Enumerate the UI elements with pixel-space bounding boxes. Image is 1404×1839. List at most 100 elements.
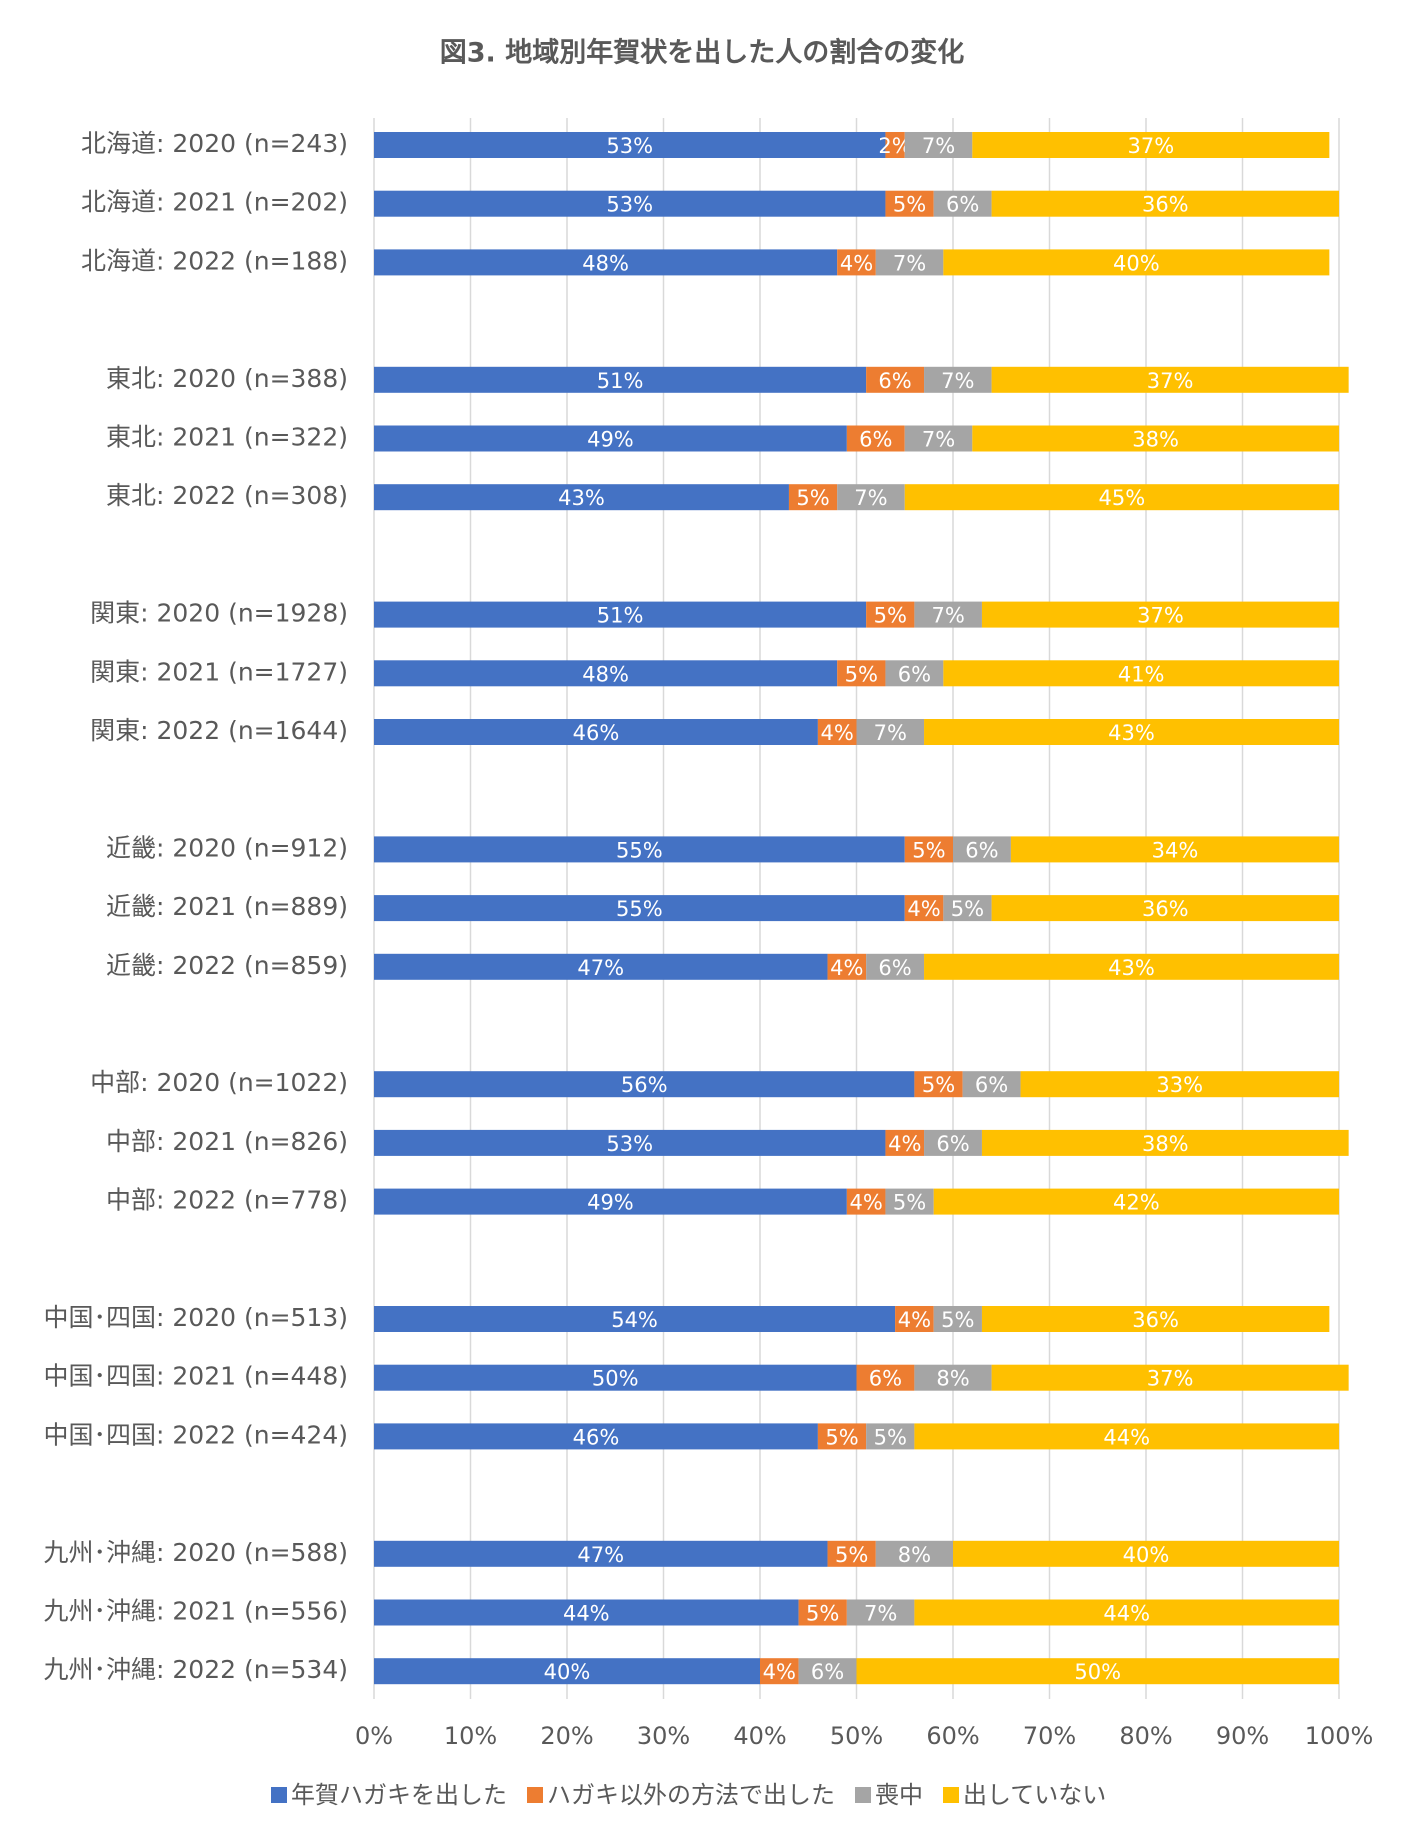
legend-label: 年賀ハガキを出した xyxy=(291,1781,507,1809)
y-tick-label: 関東: 2020 (n=1928) xyxy=(90,599,348,628)
y-tick-label: 関東: 2021 (n=1727) xyxy=(90,657,348,686)
data-label: 7% xyxy=(922,428,955,452)
bar-segment xyxy=(875,1540,953,1567)
x-tick-label: 20% xyxy=(540,1722,593,1750)
bar-segment xyxy=(895,1306,934,1332)
data-label: 42% xyxy=(1113,1191,1160,1215)
bar-segment xyxy=(972,425,1339,452)
bar-segment xyxy=(1020,1071,1339,1098)
bar-segment xyxy=(924,953,1339,980)
bar-segment xyxy=(866,601,915,628)
data-label: 54% xyxy=(611,1308,658,1332)
data-label: 40% xyxy=(1123,1543,1170,1567)
data-label: 44% xyxy=(1103,1425,1150,1449)
bar-segment xyxy=(991,895,1339,922)
data-label: 48% xyxy=(582,251,629,275)
bar-segment xyxy=(933,1306,982,1332)
data-label: 5% xyxy=(806,1602,839,1626)
bar-segment xyxy=(924,1129,982,1156)
bar-segment xyxy=(856,719,925,745)
data-label: 6% xyxy=(898,662,931,686)
bar-segment xyxy=(981,1306,1330,1332)
data-label: 46% xyxy=(573,1425,620,1449)
y-tick-label: 北海道: 2022 (n=188) xyxy=(81,246,348,275)
y-tick-label: 近畿: 2020 (n=912) xyxy=(106,833,348,862)
data-label: 6% xyxy=(869,1367,902,1391)
bar-segment xyxy=(817,1423,867,1450)
data-label: 5% xyxy=(893,193,926,217)
legend-swatch xyxy=(527,1787,543,1803)
data-label: 50% xyxy=(1074,1660,1121,1684)
data-label: 55% xyxy=(616,897,663,921)
data-label: 43% xyxy=(558,486,605,510)
data-label: 49% xyxy=(587,1191,634,1215)
data-label: 38% xyxy=(1132,428,1179,452)
bar-segment xyxy=(374,1188,847,1215)
data-label: 53% xyxy=(606,1132,653,1156)
bar-segment xyxy=(866,953,925,980)
chart-title: 図3. 地域別年賀状を出した人の割合の変化 xyxy=(440,37,964,69)
bar-segment xyxy=(933,190,992,217)
data-label: 7% xyxy=(874,721,907,745)
data-label: 55% xyxy=(616,838,663,862)
bar-segment xyxy=(374,836,905,863)
data-label: 5% xyxy=(796,486,829,510)
data-label: 7% xyxy=(941,369,974,393)
data-label: 7% xyxy=(854,486,887,510)
data-label: 37% xyxy=(1137,604,1184,628)
bar-segment xyxy=(943,660,1339,687)
data-label: 6% xyxy=(859,428,892,452)
data-label: 36% xyxy=(1132,1308,1179,1332)
bar-segment xyxy=(953,836,1011,863)
data-label: 44% xyxy=(1103,1602,1150,1626)
y-tick-label: 北海道: 2020 (n=243) xyxy=(81,129,348,158)
bar-segment xyxy=(374,484,789,511)
bar-segment xyxy=(827,953,867,980)
bar-segment xyxy=(885,1188,934,1215)
bar-segment xyxy=(953,1540,1339,1567)
data-label: 45% xyxy=(1099,486,1146,510)
legend-swatch xyxy=(943,1787,959,1803)
data-label: 47% xyxy=(577,956,624,980)
data-label: 4% xyxy=(840,251,873,275)
data-label: 5% xyxy=(922,1073,955,1097)
x-tick-label: 100% xyxy=(1305,1722,1374,1750)
data-label: 6% xyxy=(878,369,911,393)
x-tick-label: 80% xyxy=(1119,1722,1172,1750)
bar-segment xyxy=(837,484,905,511)
bar-segment xyxy=(885,190,934,217)
bar-segment xyxy=(904,895,944,922)
bar-segment xyxy=(760,1658,799,1685)
bar-segment xyxy=(374,190,886,217)
data-label: 8% xyxy=(936,1367,969,1391)
data-label: 43% xyxy=(1108,956,1155,980)
data-label: 5% xyxy=(835,1543,868,1567)
data-label: 5% xyxy=(845,662,878,686)
data-label: 53% xyxy=(606,193,653,217)
data-label: 5% xyxy=(874,1425,907,1449)
bar-segment xyxy=(374,425,847,452)
data-label: 4% xyxy=(763,1660,796,1684)
bar-segment xyxy=(374,1306,896,1332)
data-label: 6% xyxy=(965,838,998,862)
data-label: 6% xyxy=(975,1073,1008,1097)
bar-segment xyxy=(374,1599,799,1626)
bar-segment xyxy=(904,425,973,452)
bar-segment xyxy=(374,1423,818,1450)
bar-segment xyxy=(866,1423,915,1450)
bar-segment xyxy=(856,1364,915,1391)
data-label: 37% xyxy=(1127,134,1174,158)
bar-segment xyxy=(374,660,838,687)
y-tick-label: 九州･沖縄: 2022 (n=534) xyxy=(44,1655,348,1684)
data-label: 4% xyxy=(821,721,854,745)
bar-segment xyxy=(856,1658,1339,1685)
data-label: 4% xyxy=(849,1191,882,1215)
bar-segment xyxy=(827,1540,876,1567)
data-label: 41% xyxy=(1118,662,1165,686)
x-tick-label: 40% xyxy=(733,1722,786,1750)
bar-segment xyxy=(981,1129,1349,1156)
y-tick-label: 東北: 2021 (n=322) xyxy=(106,423,348,452)
y-tick-label: 中国･四国: 2020 (n=513) xyxy=(44,1303,348,1332)
y-tick-label: 九州･沖縄: 2021 (n=556) xyxy=(44,1597,348,1626)
x-tick-label: 0% xyxy=(355,1722,393,1750)
